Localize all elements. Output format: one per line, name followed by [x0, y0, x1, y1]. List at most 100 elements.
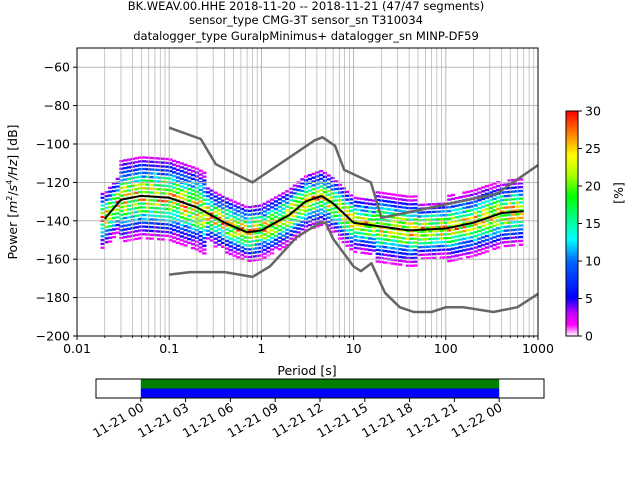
histogram-cell: [266, 246, 271, 249]
histogram-cell: [334, 180, 339, 183]
histogram-cell: [187, 237, 192, 241]
histogram-cell: [209, 204, 214, 208]
histogram-cell: [383, 203, 388, 207]
histogram-cell: [175, 164, 181, 168]
histogram-cell: [304, 213, 309, 217]
histogram-cell: [217, 197, 222, 200]
histogram-cell: [420, 222, 425, 226]
histogram-cell: [518, 205, 523, 208]
histogram-cell: [285, 232, 290, 235]
histogram-cell: [285, 243, 290, 247]
histogram-cell: [300, 178, 305, 181]
histogram-cell: [477, 187, 482, 190]
histogram-cell: [172, 232, 177, 235]
histogram-cell: [353, 212, 358, 215]
histogram-cell: [492, 190, 497, 193]
histogram-cell: [251, 236, 256, 239]
histogram-cell: [190, 216, 196, 219]
histogram-cell: [447, 221, 452, 224]
histogram-cell: [183, 232, 188, 236]
histogram-cell: [296, 189, 301, 192]
histogram-cell: [104, 233, 109, 236]
histogram-cell: [206, 229, 211, 232]
histogram-cell: [126, 227, 132, 230]
histogram-cell: [409, 241, 414, 244]
histogram-cell: [349, 217, 354, 220]
histogram-cell: [394, 201, 399, 204]
histogram-cell: [198, 234, 203, 238]
histogram-cell: [368, 252, 373, 255]
colorbar-label: [%]: [611, 182, 626, 204]
histogram-cell: [394, 209, 399, 212]
histogram-cell: [213, 233, 218, 237]
histogram-cell: [206, 221, 211, 225]
histogram-cell: [360, 251, 365, 254]
histogram-cell: [368, 206, 373, 209]
histogram-cell: [221, 226, 226, 229]
histogram-cell: [262, 237, 267, 240]
histogram-cell: [198, 204, 203, 207]
histogram-cell: [383, 253, 388, 257]
histogram-cell: [277, 217, 282, 220]
histogram-cell: [511, 217, 516, 220]
histogram-cell: [469, 212, 474, 216]
histogram-cell: [183, 244, 188, 247]
histogram-cell: [141, 164, 147, 167]
histogram-cell: [119, 213, 124, 216]
histogram-cell: [428, 222, 433, 225]
histogram-cell: [515, 205, 520, 208]
histogram-cell: [123, 205, 128, 208]
histogram-cell: [134, 237, 139, 241]
histogram-cell: [198, 184, 203, 188]
histogram-cell: [247, 213, 252, 216]
histogram-cell: [285, 205, 290, 208]
histogram-cell: [458, 223, 463, 226]
histogram-cell: [334, 195, 339, 198]
histogram-cell: [157, 176, 162, 179]
histogram-cell: [190, 212, 196, 215]
histogram-cell: [481, 228, 486, 231]
histogram-cell: [213, 222, 218, 225]
histogram-cell: [104, 229, 109, 232]
histogram-cell: [123, 166, 128, 170]
histogram-cell: [371, 249, 377, 252]
histogram-cell: [145, 179, 150, 182]
histogram-cell: [315, 182, 320, 186]
histogram-cell: [266, 242, 271, 246]
histogram-cell: [262, 221, 267, 225]
histogram-cell: [288, 199, 294, 202]
histogram-cell: [157, 226, 162, 229]
histogram-cell: [315, 171, 320, 174]
histogram-cell: [371, 203, 377, 206]
histogram-cell: [503, 217, 508, 221]
histogram-cell: [108, 240, 113, 243]
histogram-cell: [462, 233, 467, 237]
histogram-cell: [258, 239, 263, 242]
histogram-cell: [277, 236, 282, 239]
histogram-cell: [138, 237, 143, 240]
histogram-cell: [304, 175, 309, 178]
histogram-cell: [183, 167, 188, 170]
histogram-cell: [424, 211, 429, 214]
histogram-cell: [315, 221, 320, 224]
histogram-cell: [405, 245, 410, 248]
histogram-cell: [138, 217, 143, 221]
histogram-cell: [126, 185, 132, 188]
histogram-cell: [202, 190, 207, 194]
histogram-cell: [126, 189, 132, 192]
histogram-cell: [104, 191, 109, 194]
histogram-cell: [239, 250, 245, 253]
histogram-cell: [157, 161, 162, 164]
histogram-cell: [375, 221, 380, 225]
histogram-cell: [138, 175, 143, 178]
histogram-cell: [138, 164, 143, 167]
histogram-cell: [511, 186, 516, 189]
histogram-cell: [409, 264, 414, 267]
histogram-cell: [224, 201, 230, 204]
histogram-cell: [484, 204, 490, 207]
histogram-cell: [417, 246, 422, 249]
histogram-cell: [247, 221, 252, 224]
histogram-cell: [157, 188, 162, 191]
histogram-cell: [458, 253, 463, 257]
histogram-cell: [141, 190, 147, 194]
